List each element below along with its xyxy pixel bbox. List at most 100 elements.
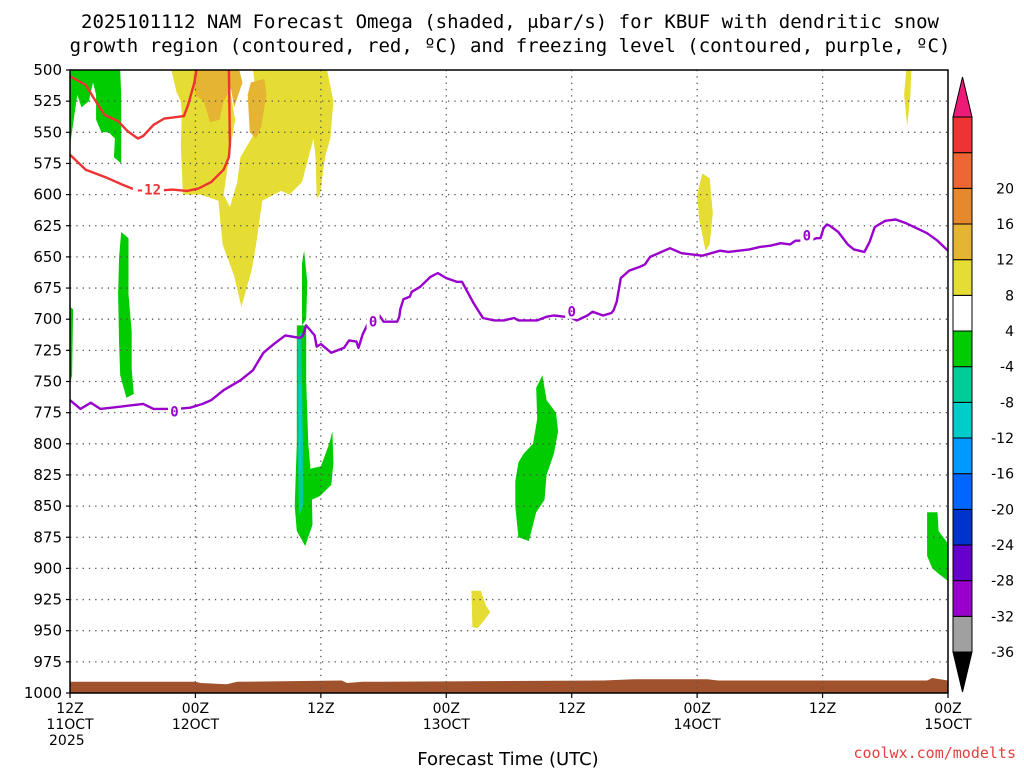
isotherm-label-bg-4 — [565, 303, 579, 319]
isotherm-red-1 — [69, 69, 232, 193]
isotherm-label-4: 0 — [567, 305, 575, 321]
y-tick-label-775: 775 — [33, 404, 62, 422]
isotherm-label-bg-5 — [800, 227, 814, 243]
y-tick-label-925: 925 — [33, 591, 62, 609]
colorbar-arrow-high — [952, 76, 973, 118]
colorbar-segment-15 — [952, 116, 973, 154]
colorbar-segment-10 — [952, 294, 973, 332]
shaded-region-green-8 — [70, 306, 74, 384]
x-tick-label-84-1: 00Z — [934, 701, 961, 717]
y-tick-label-875: 875 — [33, 528, 62, 546]
x-tick-label-24-1: 12Z — [307, 701, 334, 717]
shaded-region-cyan-15 — [298, 381, 301, 475]
isotherm-label-bg-3 — [366, 313, 380, 329]
isotherm-label-bg-2 — [168, 403, 182, 419]
x-axis-label: Forecast Time (UTC) — [417, 749, 598, 768]
colorbar-segment-4 — [952, 508, 973, 546]
y-tick-label-950: 950 — [33, 622, 62, 640]
shaded-region-green-6 — [70, 70, 122, 164]
colorbar-label-12: 16 — [996, 217, 1014, 233]
x-tick-label-0-2: 11OCT — [46, 717, 94, 733]
colorbar-segment-8 — [952, 366, 973, 403]
y-tick-label-600: 600 — [33, 186, 62, 204]
y-tick-label-750: 750 — [33, 373, 62, 391]
x-tick-label-0-1: 12Z — [56, 701, 83, 717]
credit-text: coolwx.com/modelts — [853, 744, 1016, 762]
colorbar-label-3: -24 — [991, 538, 1014, 554]
colorbar-segment-6 — [952, 437, 973, 475]
colorbar-segment-9 — [952, 330, 973, 368]
y-tick-label-800: 800 — [33, 435, 62, 453]
isotherm-label-1: -12 — [136, 183, 161, 199]
colorbar-arrow-low — [952, 651, 973, 693]
shaded-region-green-10 — [302, 250, 308, 326]
isotherm-label-3: 0 — [369, 315, 377, 331]
chart-title-line1: 2025101112 NAM Forecast Omega (shaded, μ… — [81, 11, 939, 33]
x-tick-label-60-1: 00Z — [683, 701, 710, 717]
colorbar-segment-13 — [952, 187, 973, 225]
colorbar-label-6: -12 — [991, 431, 1014, 447]
shaded-region-orange-5 — [247, 78, 267, 139]
y-tick-label-675: 675 — [33, 279, 62, 297]
colorbar: -36 -32 -28 -24 -20 -16 -12 -8 -4 4 8 12 16 20 — [952, 76, 1014, 693]
colorbar-label-10: 8 — [1005, 288, 1014, 304]
chart-title-line2: growth region (contoured, red, ºC) and f… — [70, 35, 951, 57]
y-tick-label-725: 725 — [33, 341, 62, 359]
shaded-region-green-12 — [515, 375, 559, 541]
colorbar-label-4: -20 — [991, 502, 1014, 518]
x-tick-label-12-2: 12OCT — [172, 717, 220, 733]
y-tick-label-525: 525 — [33, 92, 62, 110]
colorbar-segment-12 — [952, 223, 973, 261]
colorbar-label-11: 12 — [996, 253, 1014, 269]
shaded-region-yellow-0 — [171, 70, 334, 307]
shaded-region-yellow-2 — [904, 70, 912, 127]
x-tick-label-84-2: 15OCT — [924, 717, 972, 733]
shaded-region-yellow-3 — [471, 590, 491, 629]
colorbar-label-2: -28 — [991, 574, 1014, 590]
colorbar-segment-2 — [952, 580, 973, 617]
y-tick-label-975: 975 — [33, 653, 62, 671]
x-tick-label-12-1: 00Z — [182, 701, 209, 717]
colorbar-segment-1 — [952, 615, 973, 653]
colorbar-label-1: -32 — [991, 609, 1014, 625]
shaded-region-green-7 — [118, 232, 134, 398]
x-tick-label-72-1: 12Z — [809, 701, 836, 717]
y-tick-label-1000: 1000 — [24, 684, 62, 702]
colorbar-segment-14 — [952, 152, 973, 189]
y-tick-label-650: 650 — [33, 248, 62, 266]
colorbar-label-8: -4 — [1000, 360, 1014, 376]
colorbar-label-13: 20 — [996, 181, 1014, 197]
shaded-region-terrain-16 — [70, 678, 948, 693]
y-tick-label-625: 625 — [33, 217, 62, 235]
colorbar-label-5: -16 — [991, 467, 1014, 483]
y-tick-label-550: 550 — [33, 123, 62, 141]
x-tick-label-0-3: 2025 — [49, 733, 85, 749]
colorbar-segment-5 — [952, 473, 973, 510]
isotherm-purple-2 — [69, 218, 949, 411]
y-tick-label-700: 700 — [33, 310, 62, 328]
y-tick-label-500: 500 — [33, 61, 62, 79]
shaded-region-green-11 — [310, 431, 334, 500]
x-tick-label-48-1: 12Z — [558, 701, 585, 717]
shaded-region-yellow-1 — [697, 173, 713, 251]
isotherm-label-5: 0 — [803, 229, 811, 245]
y-tick-label-900: 900 — [33, 559, 62, 577]
isotherm-label-2: 0 — [170, 404, 178, 420]
y-tick-label-825: 825 — [33, 466, 62, 484]
colorbar-label-0: -36 — [991, 645, 1014, 661]
x-tick-label-60-2: 14OCT — [674, 717, 722, 733]
x-tick-label-36-2: 13OCT — [423, 717, 471, 733]
colorbar-label-9: 4 — [1005, 324, 1014, 340]
colorbar-segment-11 — [952, 259, 973, 296]
colorbar-segment-7 — [952, 401, 973, 439]
y-tick-label-850: 850 — [33, 497, 62, 515]
isotherm-label-bg-1 — [132, 181, 164, 197]
shaded-region-green-13 — [927, 512, 948, 581]
y-tick-label-575: 575 — [33, 154, 62, 172]
plot-area: -12 0 0 0 0 500 525 550 575 600 625 650 675 700 725 750… — [24, 61, 1014, 749]
colorbar-label-7: -8 — [1000, 395, 1014, 411]
x-tick-label-36-1: 00Z — [433, 701, 460, 717]
colorbar-segment-3 — [952, 544, 973, 582]
